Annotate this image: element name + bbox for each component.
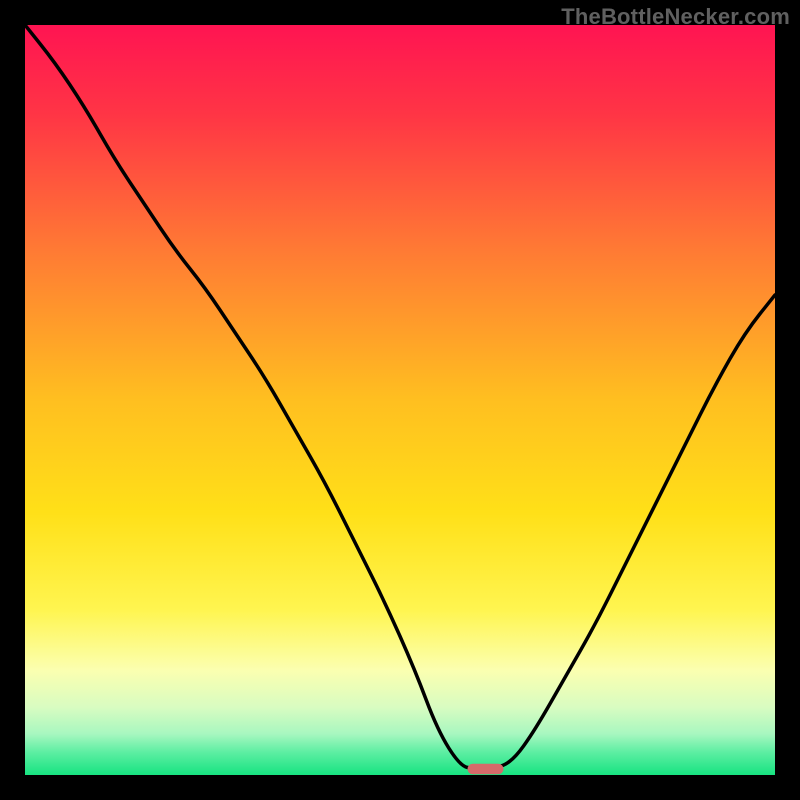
chart-background <box>25 25 775 775</box>
chart-svg <box>25 25 775 775</box>
plot-area <box>25 25 775 775</box>
chart-frame: TheBottleNecker.com <box>0 0 800 800</box>
optimum-marker <box>468 764 504 775</box>
